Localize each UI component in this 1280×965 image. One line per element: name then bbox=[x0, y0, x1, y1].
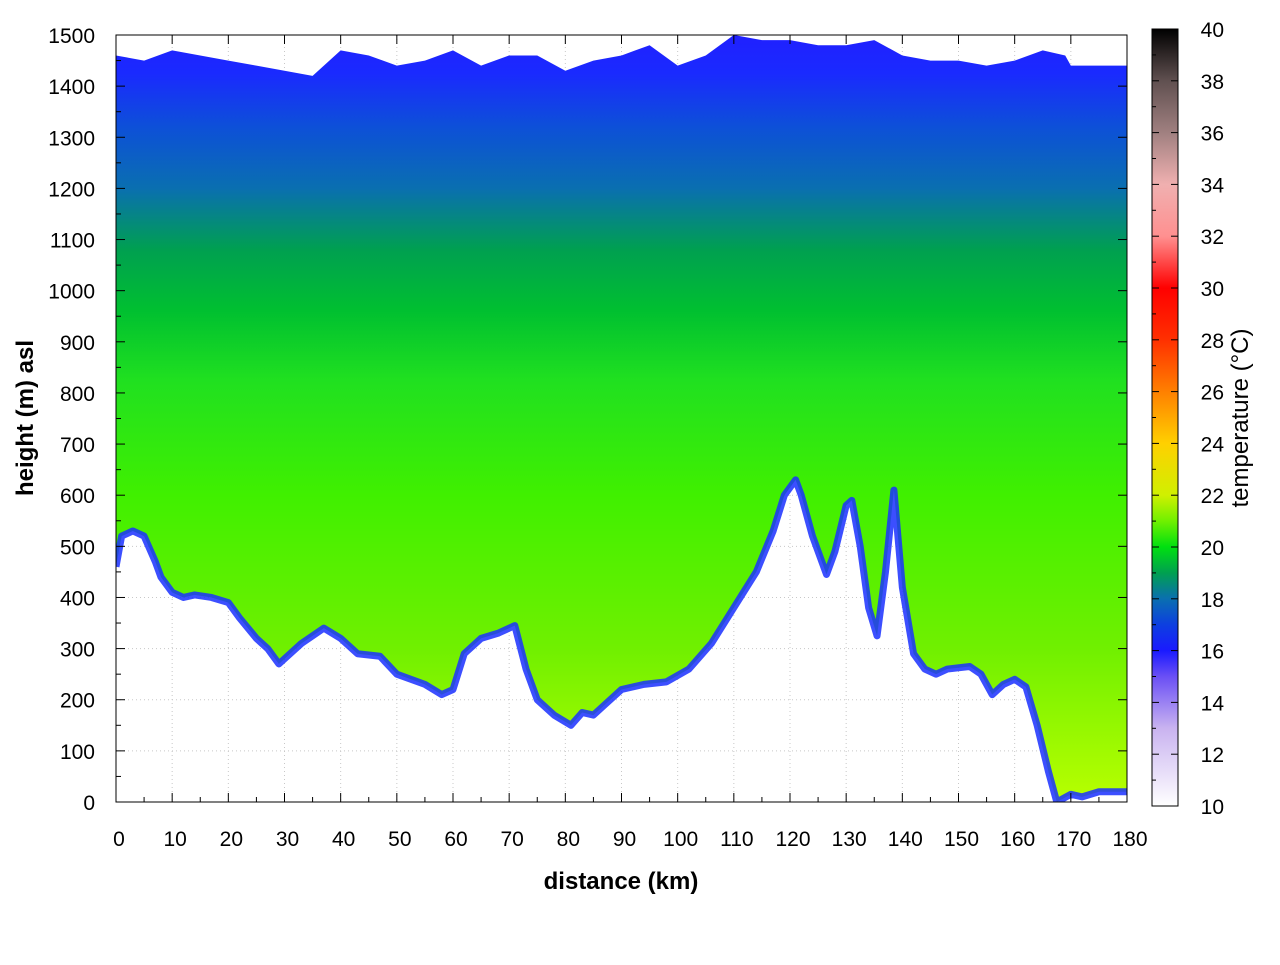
colorbar-tick-label: 30 bbox=[1201, 278, 1224, 301]
y-tick-label: 300 bbox=[60, 639, 95, 662]
y-tick-label: 500 bbox=[60, 536, 95, 559]
colorbar-tick-label: 14 bbox=[1201, 692, 1225, 715]
y-tick-label: 1500 bbox=[48, 25, 95, 48]
colorbar-tick-label: 40 bbox=[1201, 19, 1224, 42]
colorbar: 10 12 14 16 18 20 22 24 26 28 30 32 34 36 38 40 bbox=[1151, 19, 1225, 819]
colorbar-tick-label: 22 bbox=[1201, 485, 1224, 508]
x-tick-label: 30 bbox=[276, 828, 299, 851]
colorbar-tick-label: 20 bbox=[1201, 537, 1224, 560]
colorbar-label: temperature (°C) bbox=[1227, 329, 1254, 508]
x-tick-label: 110 bbox=[720, 828, 753, 851]
colorbar-tick-label: 26 bbox=[1201, 382, 1224, 405]
y-tick-label: 1300 bbox=[48, 127, 95, 150]
colorbar-tick-label: 16 bbox=[1201, 641, 1224, 664]
y-tick-label: 400 bbox=[60, 587, 95, 610]
y-tick-label: 800 bbox=[60, 383, 95, 406]
y-tick-label: 700 bbox=[60, 434, 95, 457]
colorbar-scale bbox=[1151, 28, 1179, 807]
y-tick-label: 1200 bbox=[48, 178, 95, 201]
x-tick-label: 100 bbox=[663, 828, 698, 851]
y-tick-label: 200 bbox=[60, 690, 95, 713]
colorbar-tick-label: 34 bbox=[1201, 174, 1225, 197]
colorbar-tick-label: 24 bbox=[1201, 433, 1225, 456]
x-tick-label: 120 bbox=[775, 828, 810, 851]
x-tick-label: 60 bbox=[444, 828, 467, 851]
colorbar-tick-label: 38 bbox=[1201, 71, 1224, 94]
colorbar-tick-label: 18 bbox=[1201, 589, 1224, 612]
temperature-field-area bbox=[116, 35, 1127, 802]
x-axis-ticks: 0 10 20 30 40 50 60 70 80 90 100 110 120 130 140 150 160… bbox=[113, 35, 1148, 851]
colorbar-tick-label: 32 bbox=[1201, 226, 1224, 249]
x-tick-label: 40 bbox=[332, 828, 355, 851]
y-tick-label: 1000 bbox=[48, 281, 95, 304]
cold-surface-layer bbox=[116, 476, 1127, 802]
x-tick-label: 180 bbox=[1112, 828, 1147, 851]
y-tick-label: 1400 bbox=[48, 76, 95, 99]
colorbar-tick-label: 10 bbox=[1201, 796, 1224, 819]
x-tick-label: 90 bbox=[613, 828, 636, 851]
temperature-field bbox=[116, 35, 1127, 802]
x-tick-label: 130 bbox=[832, 828, 867, 851]
y-tick-label: 0 bbox=[83, 792, 95, 815]
x-axis-label: distance (km) bbox=[544, 868, 699, 895]
y-axis-ticks: 0 100 200 300 400 500 600 700 800 900 1000 1100 1200… bbox=[48, 25, 1127, 815]
x-tick-label: 160 bbox=[1000, 828, 1035, 851]
x-tick-label: 150 bbox=[944, 828, 979, 851]
x-tick-label: 170 bbox=[1056, 828, 1091, 851]
colorbar-tick-label: 28 bbox=[1201, 330, 1224, 353]
x-tick-label: 80 bbox=[557, 828, 580, 851]
colorbar-tick-label: 36 bbox=[1201, 123, 1224, 146]
y-tick-label: 600 bbox=[60, 485, 95, 508]
y-tick-label: 900 bbox=[60, 332, 95, 355]
colorbar-tick-label: 12 bbox=[1201, 744, 1224, 767]
x-tick-label: 0 bbox=[113, 828, 125, 851]
y-tick-label: 100 bbox=[60, 741, 95, 764]
x-tick-label: 70 bbox=[500, 828, 523, 851]
x-tick-label: 10 bbox=[163, 828, 186, 851]
y-tick-label: 1100 bbox=[50, 230, 95, 253]
x-tick-label: 50 bbox=[388, 828, 411, 851]
y-axis-label: height (m) asl bbox=[12, 340, 39, 496]
x-tick-label: 140 bbox=[888, 828, 923, 851]
x-tick-label: 20 bbox=[220, 828, 243, 851]
